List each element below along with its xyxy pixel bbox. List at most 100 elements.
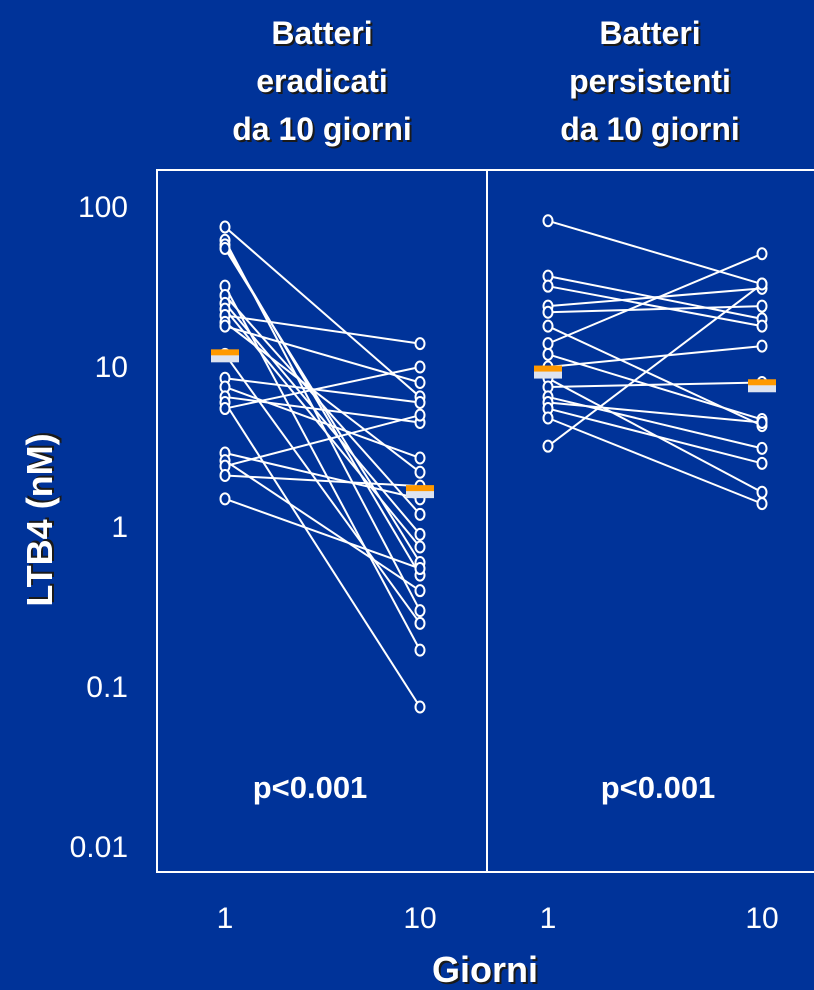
data-point-day-1: [219, 319, 231, 333]
subject-line: [224, 294, 421, 515]
data-point-day-1: [542, 439, 554, 453]
subject-line: [547, 219, 763, 285]
data-point-day-1: [542, 347, 554, 361]
subject-line: [547, 407, 763, 465]
subject-line: [224, 497, 421, 570]
data-point-day-10: [756, 415, 768, 429]
data-point-day-10: [756, 441, 768, 455]
data-point-day-1: [542, 305, 554, 319]
median-marker: [534, 365, 562, 372]
data-point-day-10: [414, 616, 426, 630]
data-point-day-1: [219, 492, 231, 506]
y-tick-label: 1: [111, 511, 128, 544]
y-tick-label: 10: [95, 351, 128, 384]
data-point-day-10: [414, 395, 426, 409]
data-point-day-1: [542, 279, 554, 293]
data-point-day-1: [219, 402, 231, 416]
data-point-day-10: [756, 247, 768, 261]
y-tick-labels: 100 10 1 0.1 0.01: [70, 191, 128, 864]
data-point-day-10: [414, 360, 426, 374]
data-point-day-10: [756, 497, 768, 511]
panel-1-title-line-3: da 10 giorni: [232, 111, 412, 147]
panel-titles: Batteri eradicati da 10 giorni Batteri p…: [232, 15, 740, 147]
subject-line: [547, 417, 763, 505]
panel-2-x-tick-10: 10: [745, 902, 778, 935]
subject-line: [224, 308, 421, 548]
subject-line: [224, 459, 421, 592]
subject-line: [547, 285, 763, 328]
subject-line: [224, 366, 421, 410]
data-point-day-1: [542, 319, 554, 333]
panel-2-title-line-3: da 10 giorni: [560, 111, 740, 147]
data-point-day-10: [414, 527, 426, 541]
data-point-day-1: [219, 220, 231, 234]
subject-line: [224, 226, 421, 398]
subject-line: [224, 302, 421, 535]
data-point-day-10: [414, 584, 426, 598]
data-point-day-10: [756, 299, 768, 313]
panel-2-x-tick-1: 1: [540, 902, 557, 935]
subject-line: [547, 381, 763, 388]
data-point-day-10: [414, 408, 426, 422]
panel-2-p-value: p<0.001: [601, 770, 716, 805]
data-point-day-1: [219, 468, 231, 482]
data-points: [219, 214, 768, 714]
subject-line: [224, 386, 421, 459]
subject-line: [547, 252, 763, 345]
subject-line: [547, 345, 763, 368]
data-point-day-10: [414, 604, 426, 618]
data-point-day-10: [756, 485, 768, 499]
y-tick-label: 100: [78, 191, 128, 224]
data-point-day-10: [414, 337, 426, 351]
subject-line: [224, 452, 421, 500]
median-markers: [211, 349, 776, 499]
data-point-day-10: [756, 319, 768, 333]
y-tick-label: 0.1: [86, 671, 128, 704]
median-marker: [211, 349, 239, 356]
subject-line: [224, 321, 421, 474]
data-point-day-10: [414, 465, 426, 479]
data-point-day-10: [414, 562, 426, 576]
subject-line: [547, 283, 763, 447]
data-lines: [224, 219, 763, 708]
data-point-day-10: [756, 339, 768, 353]
median-marker: [406, 485, 434, 492]
data-point-day-10: [414, 700, 426, 714]
subject-line: [224, 414, 421, 468]
data-point-day-1: [219, 242, 231, 256]
y-axis-title: LTB4 (nM): [19, 433, 60, 606]
panel-1-x-tick-10: 10: [403, 902, 436, 935]
subject-line: [224, 474, 421, 488]
panel-2-title-line-2: persistenti: [569, 63, 731, 99]
subject-line: [224, 401, 421, 708]
subject-line: [224, 377, 421, 404]
subject-line: [547, 287, 763, 308]
subject-line: [224, 353, 421, 624]
panel-1-title-line-1: Batteri: [271, 15, 372, 51]
panel-1-p-value: p<0.001: [253, 770, 368, 805]
data-point-day-1: [542, 411, 554, 425]
plot-border: [156, 169, 814, 873]
plot-frame: [156, 169, 814, 873]
x-axis-title: Giorni: [432, 949, 538, 990]
panel-1-title-line-2: eradicati: [256, 63, 388, 99]
y-tick-label: 0.01: [70, 831, 128, 864]
median-marker: [748, 379, 776, 386]
panel-1-x-tick-1: 1: [217, 902, 234, 935]
data-point-day-10: [756, 277, 768, 291]
subject-line: [547, 305, 763, 314]
data-point-day-10: [756, 456, 768, 470]
data-point-day-10: [414, 507, 426, 521]
data-point-day-10: [414, 451, 426, 465]
data-point-day-1: [542, 214, 554, 228]
panel-2-title-line-1: Batteri: [599, 15, 700, 51]
data-point-day-10: [414, 540, 426, 554]
subject-line: [547, 401, 763, 424]
data-point-day-10: [414, 643, 426, 657]
data-point-day-10: [414, 376, 426, 390]
subject-line: [547, 353, 763, 421]
subject-line: [224, 314, 421, 345]
data-point-day-1: [542, 337, 554, 351]
subject-line: [224, 285, 421, 651]
